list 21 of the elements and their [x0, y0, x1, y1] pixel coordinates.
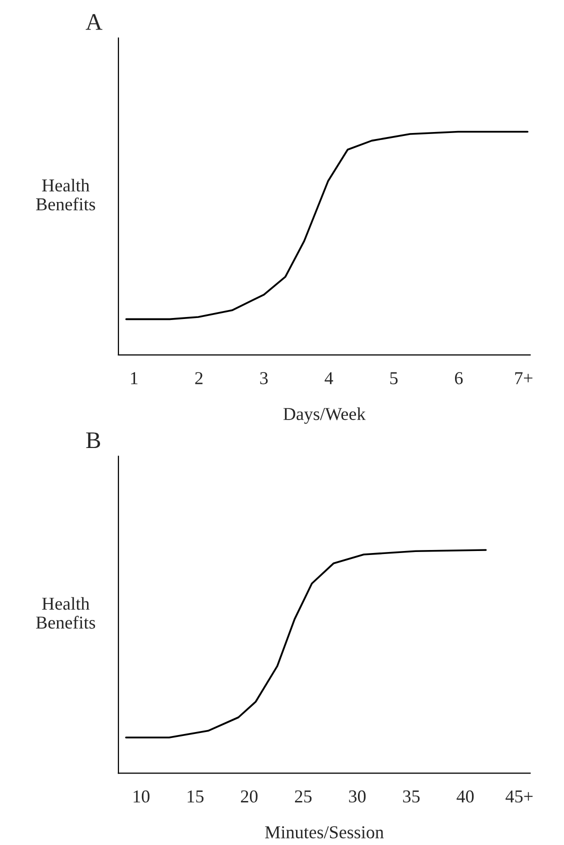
x-tick-label: 2 — [195, 372, 202, 384]
x-tick-label: 25 — [294, 790, 312, 803]
x-tick-label: 1 — [131, 372, 138, 384]
x-tick-label: 3 — [260, 372, 268, 384]
x-axis-title: Days/Week — [283, 407, 366, 424]
x-axis-title: Minutes/Session — [265, 826, 384, 838]
x-tick-label: 35 — [403, 790, 420, 803]
x-tick-label: 7+ — [515, 372, 532, 384]
x-tick-label: 30 — [349, 790, 366, 803]
chart-title: A — [86, 14, 102, 30]
x-tick-label: 10 — [134, 790, 150, 803]
x-tick-label: 4 — [324, 372, 334, 384]
x-tick-label: 40 — [456, 790, 474, 803]
x-tick-label: 20 — [240, 790, 258, 803]
y-axis-title: Health Benefits — [36, 178, 96, 210]
x-tick-label: 5 — [390, 372, 398, 384]
x-tick-label: 6 — [454, 372, 463, 384]
y-axis-title: Health Benefits — [36, 597, 96, 629]
x-tick-label: 45+ — [506, 790, 533, 803]
x-tick-label: 15 — [188, 790, 204, 803]
chart-title: B — [86, 432, 100, 448]
